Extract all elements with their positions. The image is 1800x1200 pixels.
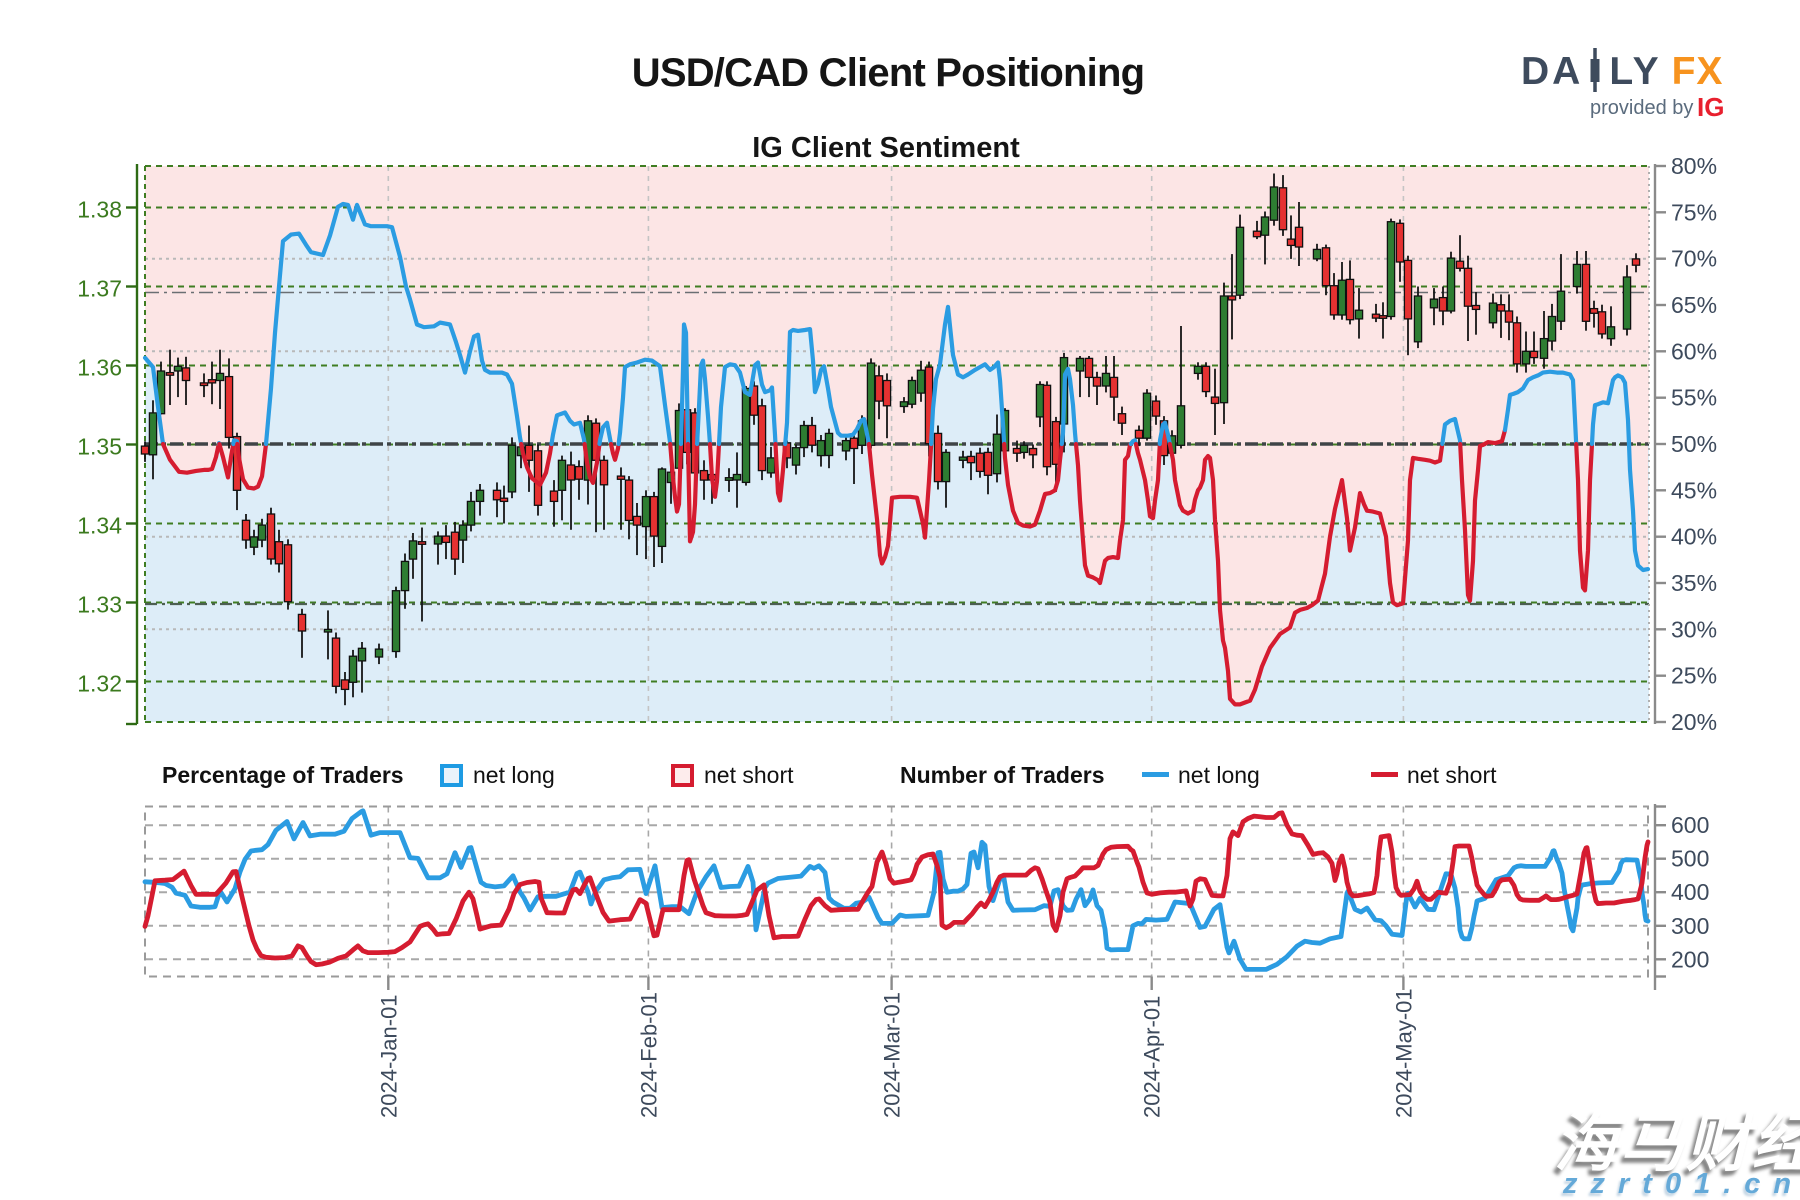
- svg-text:40%: 40%: [1671, 524, 1717, 550]
- svg-text:25%: 25%: [1671, 663, 1717, 689]
- svg-text:1.38: 1.38: [77, 197, 122, 223]
- svg-text:20%: 20%: [1671, 709, 1717, 735]
- svg-text:1.32: 1.32: [77, 671, 122, 697]
- svg-text:35%: 35%: [1671, 570, 1717, 596]
- svg-text:60%: 60%: [1671, 338, 1717, 364]
- svg-text:45%: 45%: [1671, 477, 1717, 503]
- svg-text:70%: 70%: [1671, 246, 1717, 272]
- svg-text:2024-May-01: 2024-May-01: [1391, 988, 1416, 1118]
- svg-text:1.35: 1.35: [77, 434, 122, 460]
- svg-text:1.34: 1.34: [77, 513, 122, 539]
- svg-text:200: 200: [1671, 946, 1709, 972]
- svg-text:1.33: 1.33: [77, 592, 122, 618]
- svg-text:1.36: 1.36: [77, 355, 122, 381]
- svg-text:75%: 75%: [1671, 199, 1717, 225]
- svg-text:2024-Mar-01: 2024-Mar-01: [880, 992, 905, 1118]
- svg-text:500: 500: [1671, 846, 1709, 872]
- svg-text:2024-Jan-01: 2024-Jan-01: [376, 994, 401, 1118]
- svg-text:300: 300: [1671, 913, 1709, 939]
- svg-text:600: 600: [1671, 812, 1709, 838]
- svg-text:2024-Apr-01: 2024-Apr-01: [1140, 996, 1165, 1118]
- svg-text:80%: 80%: [1671, 153, 1717, 179]
- svg-text:55%: 55%: [1671, 385, 1717, 411]
- svg-text:50%: 50%: [1671, 431, 1717, 457]
- svg-text:30%: 30%: [1671, 616, 1717, 642]
- svg-text:1.37: 1.37: [77, 276, 122, 302]
- svg-text:65%: 65%: [1671, 292, 1717, 318]
- svg-text:2024-Feb-01: 2024-Feb-01: [636, 992, 661, 1118]
- svg-text:400: 400: [1671, 879, 1709, 905]
